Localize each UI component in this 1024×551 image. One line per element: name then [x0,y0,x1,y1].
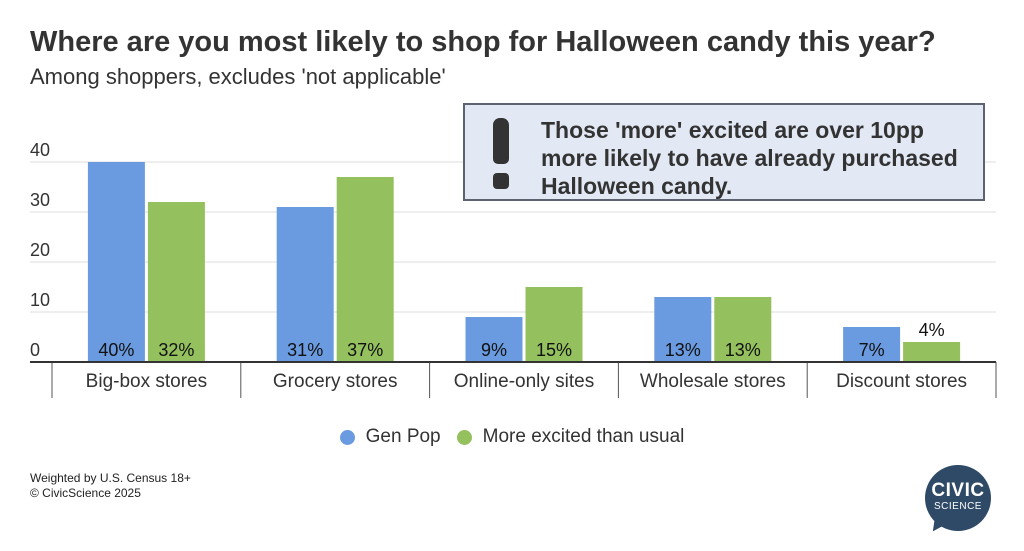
chart-legend: Gen Pop More excited than usual [0,426,1024,448]
bar-big-box-stores-more-excited-than-usual [147,202,205,362]
y-tick-label-40: 40 [30,140,50,160]
legend-item-gen-pop: Gen Pop [339,426,441,448]
data-label-wholesale-stores-more-excited-than-usual: 13% [725,340,761,360]
callout-box: Those 'more' excited are over 10pp more … [463,103,985,201]
bar-grocery-stores-more-excited-than-usual [336,177,394,362]
bar-online-only-sites-more-excited-than-usual [525,287,583,362]
civicscience-logo: CIVIC SCIENCE [925,465,991,531]
logo-text-civic: CIVIC [931,480,985,501]
bar-online-only-sites-gen-pop [465,317,523,362]
legend-label-more-excited: More excited than usual [482,426,685,447]
x-tick-label-discount-stores: Discount stores [836,371,967,392]
chart-subtitle: Among shoppers, excludes 'not applicable… [30,64,446,89]
data-label-big-box-stores-gen-pop: 40% [98,340,134,360]
y-tick-label-0: 0 [30,340,40,360]
bar-discount-stores-more-excited-than-usual [903,342,961,362]
footnote-copyright: © CivicScience 2025 [30,486,141,500]
data-label-discount-stores-gen-pop: 7% [859,340,885,360]
legend-label-gen-pop: Gen Pop [365,426,441,447]
data-label-discount-stores-more-excited-than-usual: 4% [919,320,945,340]
footnote: Weighted by U.S. Census 18+ © CivicScien… [30,471,191,501]
footnote-weighting: Weighted by U.S. Census 18+ [30,471,191,485]
bar-big-box-stores-gen-pop [87,162,145,362]
data-label-grocery-stores-gen-pop: 31% [287,340,323,360]
chart-title: Where are you most likely to shop for Ha… [30,26,936,58]
x-tick-label-big-box-stores: Big-box stores [86,371,207,392]
data-label-online-only-sites-more-excited-than-usual: 15% [536,340,572,360]
exclamation-icon [491,118,511,190]
x-tick-label-grocery-stores: Grocery stores [273,371,398,392]
y-tick-label-10: 10 [30,290,50,310]
bar-discount-stores-gen-pop [843,327,901,362]
legend-swatch-more-excited [456,429,472,445]
data-label-online-only-sites-gen-pop: 9% [481,340,507,360]
bar-wholesale-stores-more-excited-than-usual [714,297,772,362]
y-tick-label-20: 20 [30,240,50,260]
legend-swatch-gen-pop [339,429,355,445]
data-label-wholesale-stores-gen-pop: 13% [665,340,701,360]
data-label-grocery-stores-more-excited-than-usual: 37% [347,340,383,360]
y-tick-label-30: 30 [30,190,50,210]
data-label-big-box-stores-more-excited-than-usual: 32% [158,340,194,360]
legend-item-more-excited: More excited than usual [456,426,685,448]
x-tick-label-online-only-sites: Online-only sites [454,371,594,392]
x-tick-label-wholesale-stores: Wholesale stores [640,371,786,392]
bar-grocery-stores-gen-pop [276,207,334,362]
bar-wholesale-stores-gen-pop [654,297,712,362]
logo-text-science: SCIENCE [934,501,982,512]
callout-text: Those 'more' excited are over 10pp more … [541,117,958,199]
